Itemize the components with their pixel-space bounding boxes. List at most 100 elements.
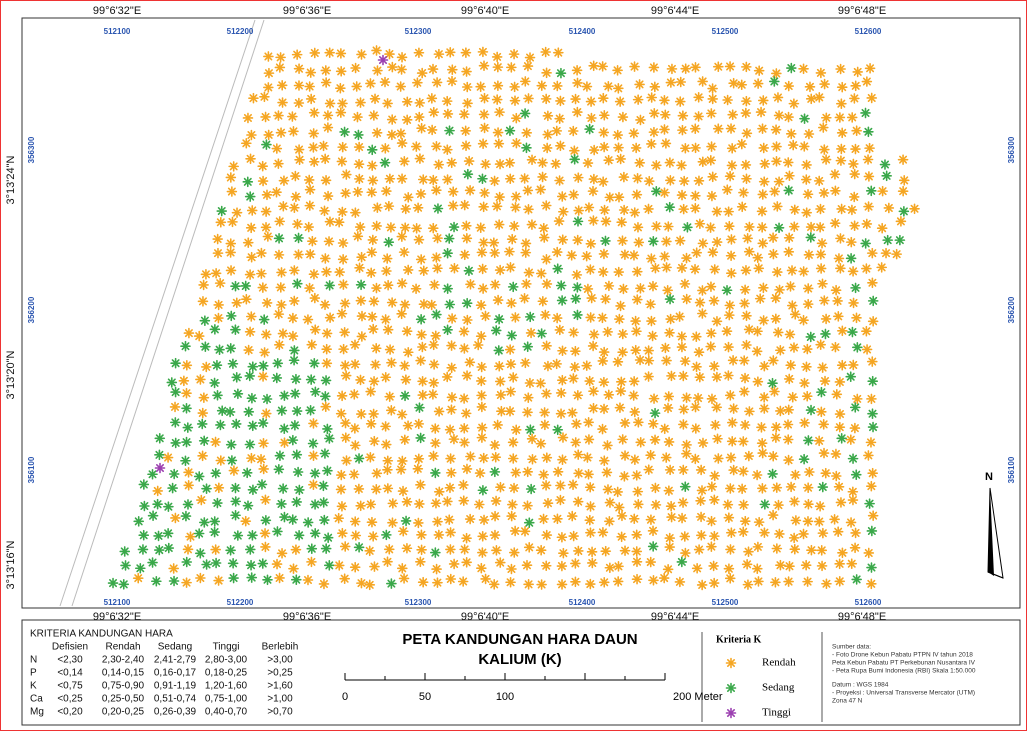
point	[287, 434, 299, 446]
point	[333, 512, 344, 524]
table-cell: 0,16-0,17	[154, 668, 197, 679]
point	[540, 560, 552, 572]
point	[541, 529, 553, 541]
point	[199, 517, 210, 528]
point	[707, 93, 718, 105]
point	[583, 468, 594, 480]
point	[598, 403, 610, 415]
point	[169, 401, 181, 413]
point	[366, 186, 378, 198]
point	[634, 354, 646, 366]
point	[292, 278, 303, 290]
point	[850, 527, 861, 539]
point	[643, 203, 654, 215]
point	[585, 264, 596, 275]
point	[488, 579, 500, 590]
point	[397, 525, 409, 537]
point	[339, 298, 351, 309]
point	[415, 313, 427, 325]
point	[302, 314, 314, 325]
point	[335, 484, 347, 495]
point	[524, 377, 536, 389]
scale-label: 50	[419, 691, 431, 703]
point	[631, 266, 643, 277]
point	[445, 453, 456, 464]
point	[244, 370, 256, 382]
point	[369, 93, 381, 105]
point	[368, 408, 379, 420]
point	[784, 170, 795, 182]
point	[630, 315, 641, 327]
point	[430, 467, 441, 479]
point	[415, 355, 426, 366]
point	[477, 138, 489, 150]
point	[820, 313, 832, 325]
point	[243, 344, 254, 356]
point	[181, 359, 193, 371]
point	[321, 266, 332, 278]
point	[584, 123, 595, 135]
point	[447, 186, 459, 198]
table-cell: 0,75-1,00	[205, 694, 248, 705]
point	[399, 390, 411, 402]
scale-label: 100	[496, 691, 514, 703]
point	[200, 268, 212, 280]
point	[816, 386, 827, 398]
point	[583, 417, 594, 428]
point	[818, 419, 829, 430]
point	[212, 497, 223, 509]
point	[643, 371, 654, 382]
point	[225, 238, 237, 249]
point	[510, 112, 522, 124]
point	[260, 111, 271, 123]
point	[660, 342, 671, 354]
point	[308, 479, 319, 491]
point	[386, 357, 397, 368]
point	[495, 389, 507, 401]
table-cell: >0,25	[267, 668, 293, 679]
point	[650, 482, 661, 494]
point	[541, 142, 553, 154]
point	[182, 499, 194, 510]
point	[491, 545, 502, 556]
point	[771, 482, 783, 493]
point	[170, 437, 182, 449]
point	[274, 62, 286, 73]
point	[353, 158, 365, 170]
point	[119, 546, 131, 557]
point	[458, 108, 470, 120]
point	[566, 250, 577, 261]
point	[706, 141, 717, 152]
point	[383, 200, 395, 212]
point	[789, 204, 801, 216]
point	[597, 266, 609, 278]
point	[195, 374, 206, 385]
point	[767, 450, 779, 462]
point	[581, 360, 593, 371]
point	[537, 295, 549, 307]
point	[245, 311, 257, 322]
point	[572, 389, 584, 401]
point	[664, 201, 676, 213]
point	[597, 92, 609, 104]
point	[726, 160, 738, 171]
point	[586, 546, 598, 558]
point	[724, 170, 736, 182]
point	[556, 560, 568, 572]
point	[414, 153, 426, 164]
table-header: Rendah	[105, 642, 140, 653]
point	[706, 393, 718, 405]
point	[677, 124, 688, 136]
point	[758, 176, 770, 187]
point	[805, 331, 817, 343]
point	[461, 66, 472, 77]
point	[242, 237, 254, 248]
point	[340, 417, 351, 429]
point	[742, 233, 753, 244]
point	[740, 107, 752, 119]
point	[738, 499, 749, 511]
point	[693, 91, 704, 103]
point	[659, 251, 670, 262]
point	[463, 155, 475, 167]
point	[820, 467, 832, 479]
